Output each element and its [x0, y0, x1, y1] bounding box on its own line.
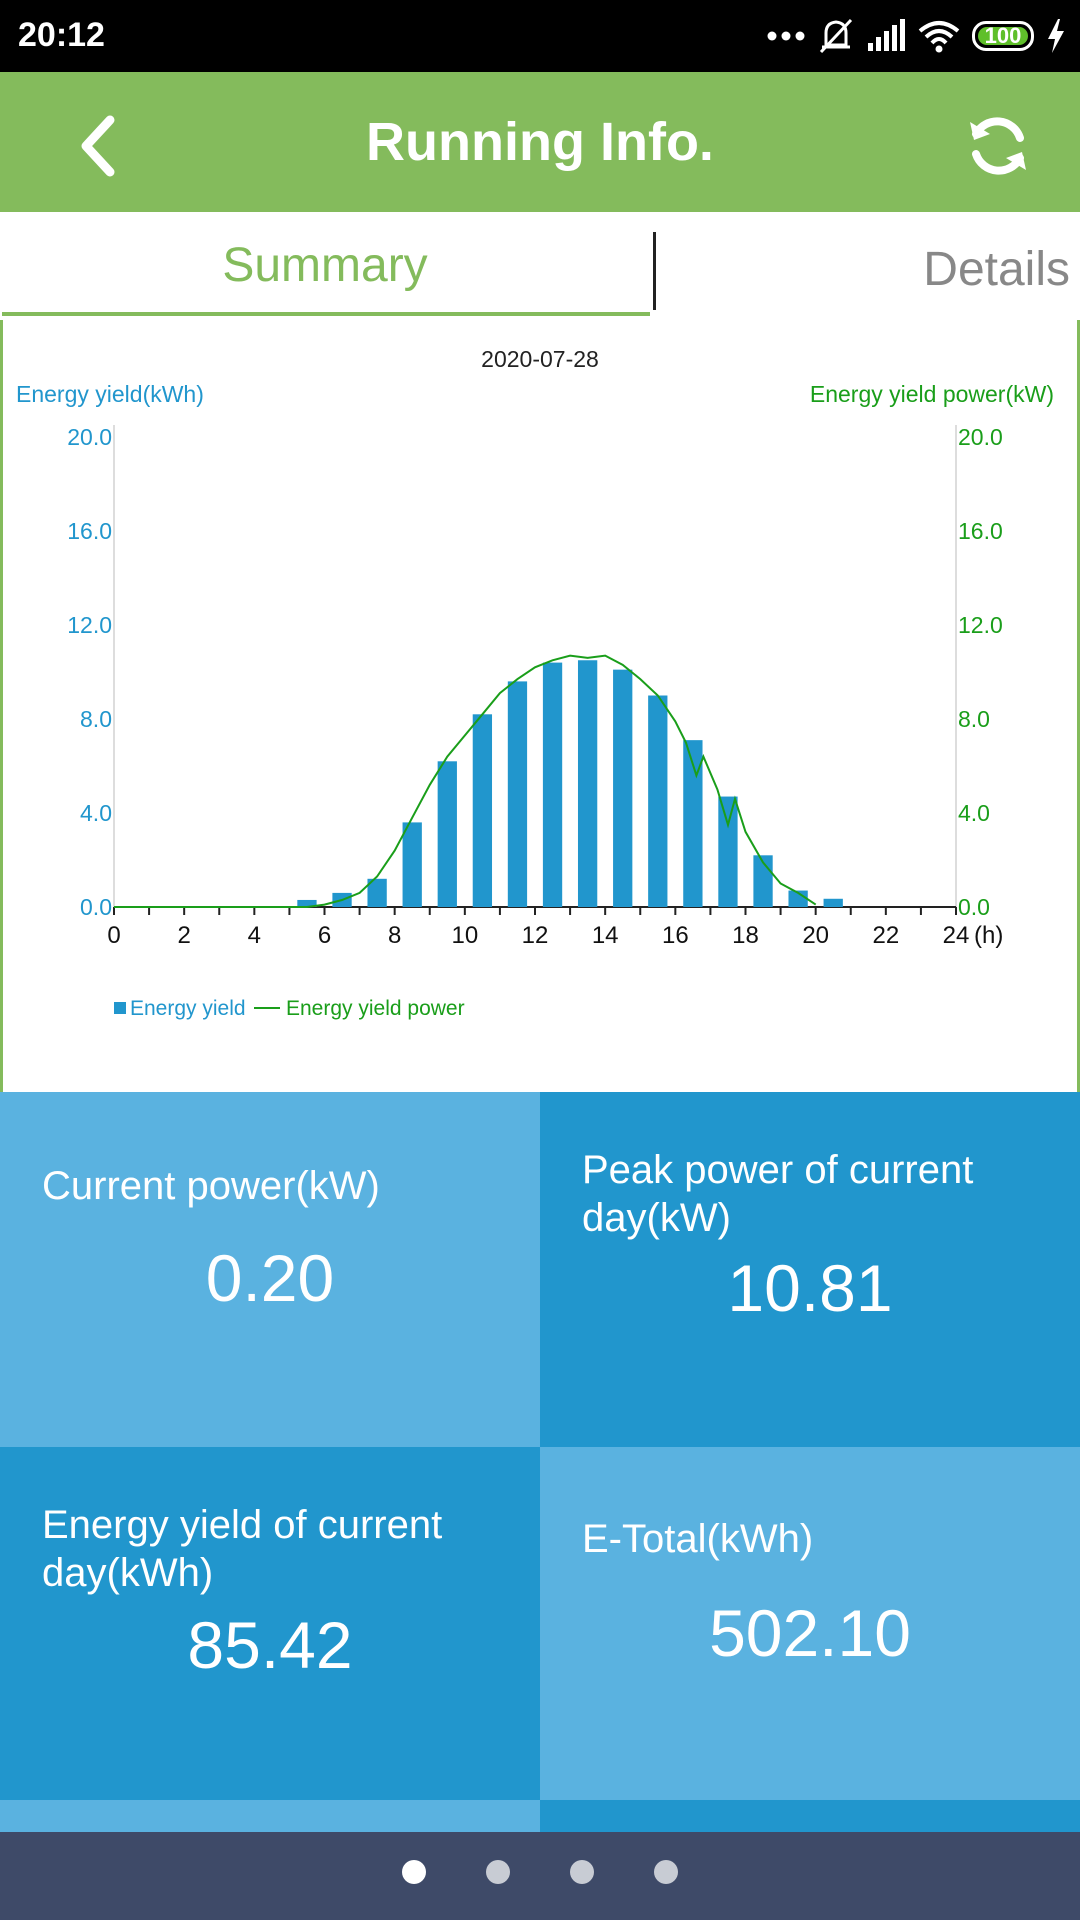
more-dots-icon — [767, 31, 805, 41]
left-axis-label: Energy yield(kWh) — [16, 381, 204, 407]
tile-label: Peak power of current day(kW) — [582, 1148, 974, 1240]
charging-icon — [1048, 19, 1064, 53]
y-tick-right: 8.0 — [958, 706, 990, 732]
bar-energy-yield — [437, 761, 457, 907]
battery-level: 100 — [984, 23, 1022, 48]
right-axis-label: Energy yield power(kW) — [810, 381, 1054, 407]
tile-value: 502.10 — [709, 1596, 911, 1670]
x-tick-label: 8 — [388, 922, 401, 949]
legend-label-energy-yield-power: Energy yield power — [286, 997, 465, 1020]
bar-energy-yield — [542, 662, 563, 907]
tile-current-power: Current power(kW) 0.20 — [0, 1092, 540, 1447]
y-tick-right: 0.0 — [958, 894, 990, 920]
y-tick-left: 0.0 — [80, 894, 112, 920]
bar-energy-yield — [788, 890, 808, 907]
x-tick-label: 4 — [248, 922, 261, 949]
wifi-icon — [918, 21, 960, 53]
tile-energy-today: Energy yield of current day(kWh) 85.42 — [0, 1447, 540, 1802]
chart-title: 2020-07-28 — [481, 346, 599, 372]
x-tick-label: 0 — [107, 922, 120, 949]
x-tick-label: 20 — [802, 922, 829, 949]
y-tick-left: 4.0 — [80, 800, 112, 826]
status-time: 20:12 — [18, 16, 105, 54]
tab-summary[interactable]: Summary — [222, 239, 428, 292]
energy-chart: 2020-07-28 Energy yield(kWh) Energy yield … — [16, 346, 1054, 1020]
bar-energy-yield — [297, 899, 317, 907]
status-bar: 20:12 100 — [0, 0, 1080, 72]
tile-row-peek — [540, 1800, 1080, 1832]
x-unit-label: (h) — [974, 922, 1003, 949]
y-tick-left: 16.0 — [67, 518, 112, 544]
y-tick-right: 12.0 — [958, 612, 1003, 638]
bar-energy-yield — [577, 660, 598, 907]
bar-energy-yield — [507, 681, 528, 907]
page-dot-4[interactable] — [654, 1860, 678, 1884]
line-energy-yield-power — [114, 654, 817, 908]
bar-energy-yield — [648, 695, 668, 907]
x-tick-label: 14 — [592, 922, 619, 949]
mute-icon — [819, 18, 853, 54]
signal-icon — [868, 19, 905, 51]
tile-value: 0.20 — [205, 1241, 335, 1315]
tile-e-total: E-Total(kWh) 502.10 — [540, 1447, 1080, 1802]
bar-energy-yield — [402, 822, 422, 907]
app-bar: Running Info. — [0, 72, 1080, 212]
tile-row-peek — [0, 1800, 540, 1832]
bar-energy-yield — [613, 669, 633, 907]
x-tick-label: 24 — [943, 922, 970, 949]
refresh-icon[interactable] — [960, 108, 1036, 184]
bar-energy-yield — [367, 878, 387, 907]
tile-label: Energy yield of current day(kWh) — [42, 1503, 443, 1595]
x-tick-label: 6 — [318, 922, 331, 949]
tile-value: 10.81 — [727, 1251, 893, 1325]
legend-swatch-energy-yield — [114, 1002, 126, 1014]
tile-peak-power: Peak power of current day(kW) 10.81 — [540, 1092, 1080, 1447]
status-icons: 100 — [766, 14, 1066, 58]
y-tick-left: 12.0 — [67, 612, 112, 638]
tab-divider — [653, 232, 656, 310]
page-title: Running Info. — [366, 112, 714, 172]
x-tick-label: 2 — [177, 922, 190, 949]
legend-label-energy-yield: Energy yield — [130, 997, 246, 1020]
bar-energy-yield — [718, 796, 738, 907]
page-dot-2[interactable] — [486, 1860, 510, 1884]
page-dot-1[interactable] — [402, 1860, 426, 1884]
tab-bar: Summary Details — [0, 212, 1080, 320]
y-tick-right: 4.0 — [958, 800, 990, 826]
tile-label: E-Total(kWh) — [582, 1517, 814, 1561]
y-tick-left: 20.0 — [67, 424, 112, 450]
y-tick-left: 8.0 — [80, 706, 112, 732]
y-tick-right: 20.0 — [958, 424, 1003, 450]
bar-energy-yield — [823, 898, 843, 907]
bar-energy-yield — [683, 740, 703, 907]
chart-panel: 2020-07-28 Energy yield(kWh) Energy yield … — [0, 320, 1080, 1092]
x-tick-label: 12 — [522, 922, 549, 949]
bar-energy-yield — [472, 714, 493, 907]
page-dot-3[interactable] — [570, 1860, 594, 1884]
x-tick-label: 16 — [662, 922, 689, 949]
active-tab-indicator — [2, 312, 650, 316]
battery-icon: 100 — [972, 21, 1034, 51]
x-tick-label: 22 — [872, 922, 899, 949]
x-tick-label: 10 — [451, 922, 478, 949]
tab-details[interactable]: Details — [923, 243, 1070, 296]
y-tick-right: 16.0 — [958, 518, 1003, 544]
tile-label: Current power(kW) — [42, 1164, 380, 1208]
chevron-left-icon[interactable] — [60, 106, 140, 186]
tile-value: 85.42 — [187, 1608, 353, 1682]
pager-bar — [0, 1832, 1080, 1920]
x-tick-label: 18 — [732, 922, 759, 949]
